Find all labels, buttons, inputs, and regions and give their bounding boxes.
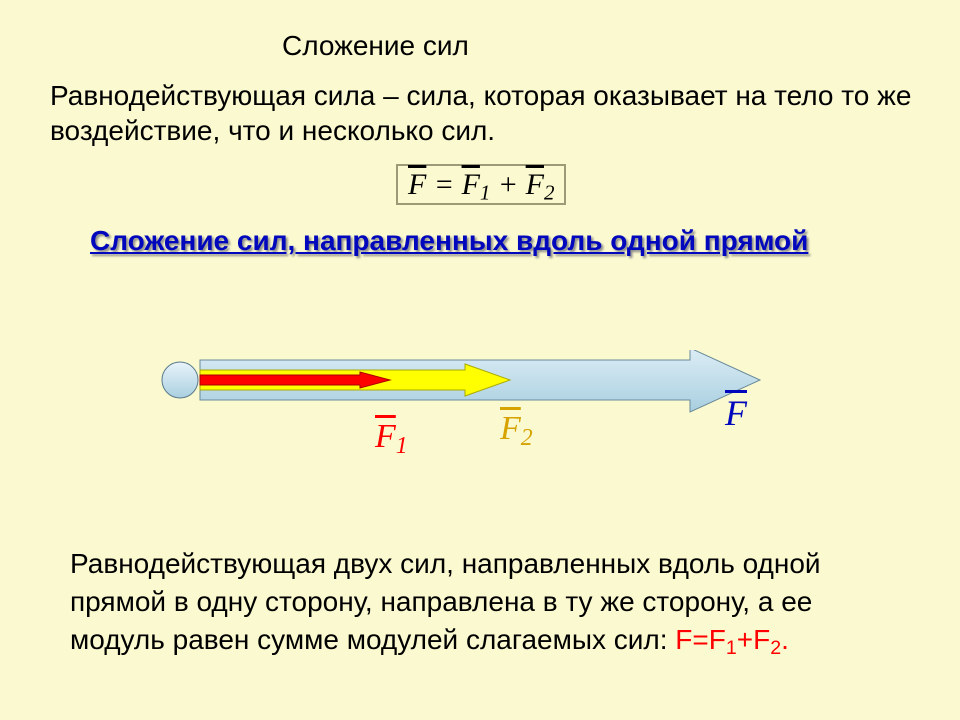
label-F-resultant: F <box>725 392 747 434</box>
main-formula: F = F1 + F2 <box>396 168 566 205</box>
slide-title: Сложение сил <box>282 30 469 62</box>
label-F1: F1 <box>375 418 408 460</box>
label-F2: F2 <box>500 410 533 452</box>
slide-root: Сложение сил Равнодействующая сила – сил… <box>0 0 960 720</box>
conclusion-formula: F=F1+F2. <box>675 624 789 655</box>
conclusion-text: Равнодействующая двух сил, направленных … <box>70 545 890 661</box>
sub-heading: Сложение сил, направленных вдоль одной п… <box>90 225 808 257</box>
definition-text: Равнодействующая сила – сила, которая ок… <box>50 78 920 148</box>
